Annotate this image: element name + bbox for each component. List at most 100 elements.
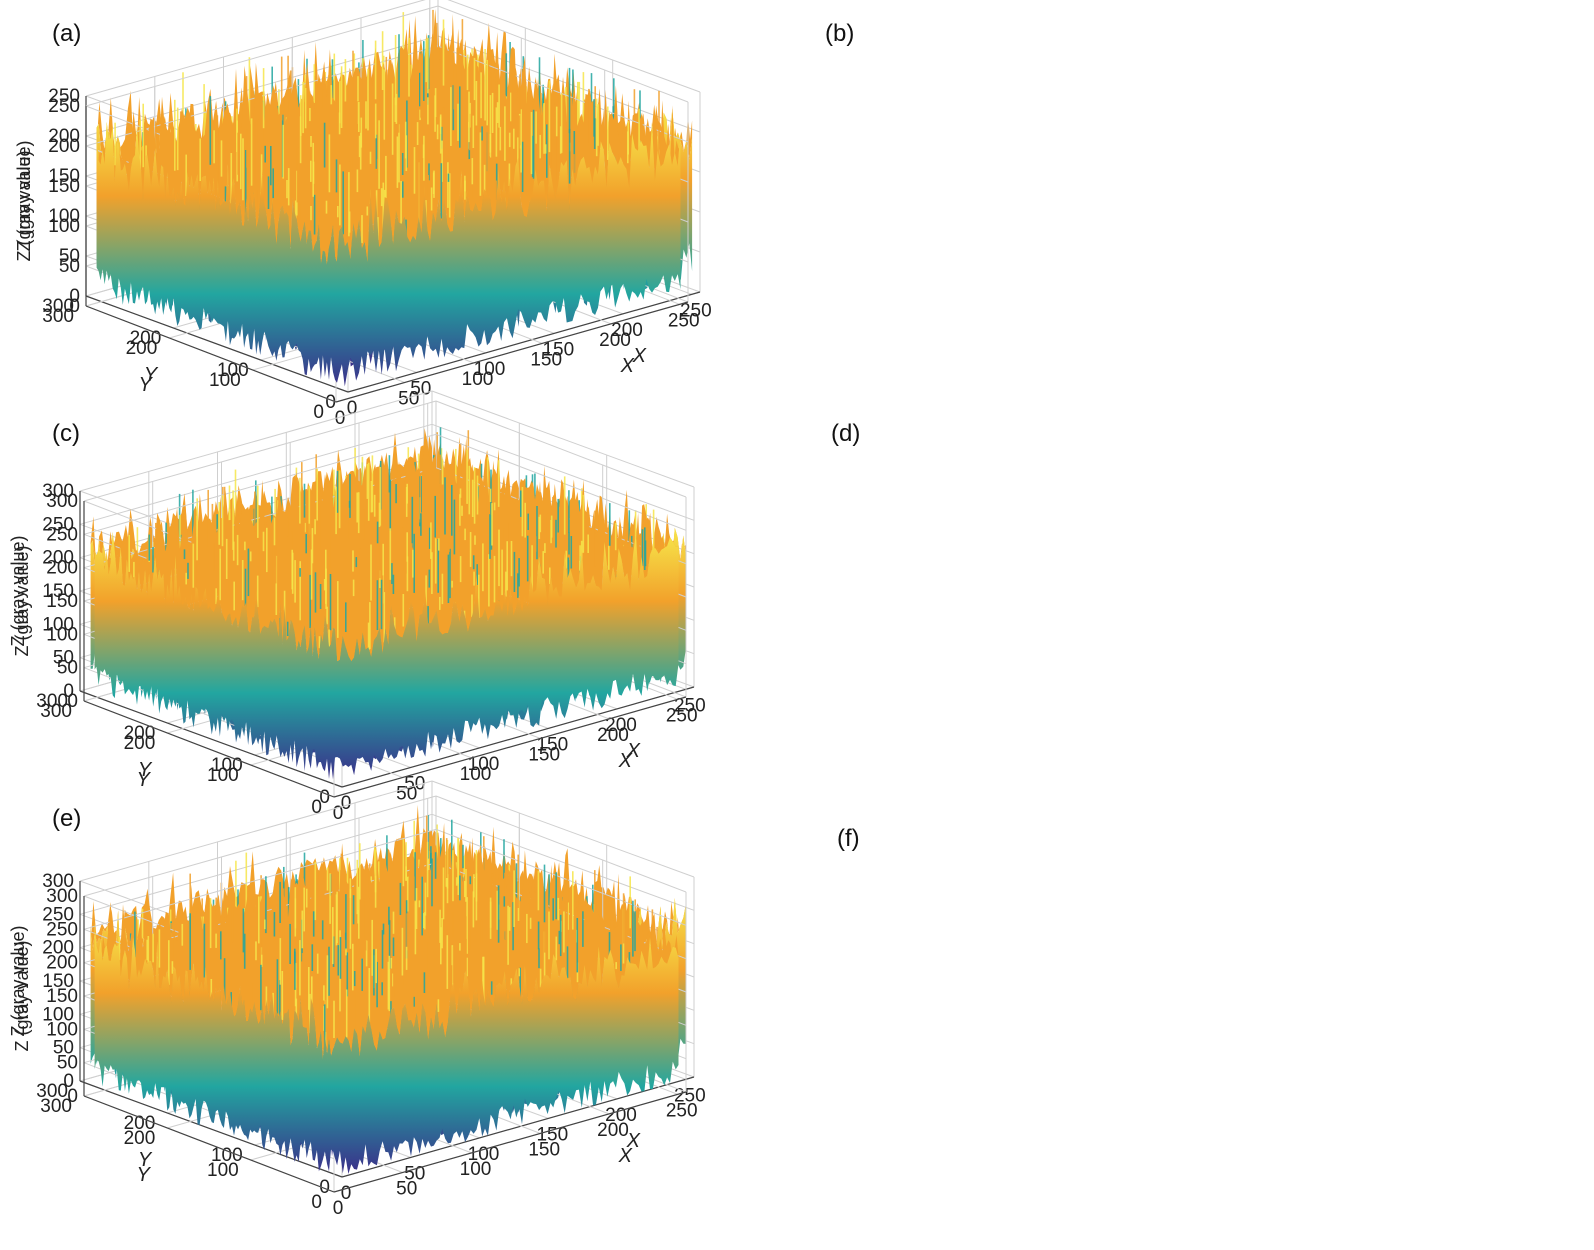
- x-tick-label: 200: [605, 1105, 637, 1126]
- wall-gridline: [431, 390, 695, 488]
- x-tick-label: 150: [536, 734, 568, 755]
- z-tick-label: 150: [48, 176, 80, 197]
- y-tick-label: 300: [42, 296, 74, 317]
- tick-labels: 0501001502002500100200300050100150200250…: [40, 491, 697, 824]
- x-tick-label: 250: [666, 705, 698, 726]
- surface-front: [96, 122, 681, 387]
- surface-plot: 0501001502002500100200300050100150200250…: [12, 400, 698, 824]
- y-axis-line: [79, 1080, 343, 1178]
- wall-gridline: [85, 0, 426, 97]
- panel-label: (c): [52, 420, 80, 447]
- y-tick-label: 200: [126, 338, 158, 359]
- z-tick-label: 150: [46, 986, 78, 1007]
- x-axis-label: X: [632, 345, 647, 367]
- z-tick-label: 200: [46, 558, 78, 579]
- wall-gridline: [435, 400, 687, 498]
- wall-gridline: [79, 780, 433, 882]
- x-axis-line: [341, 686, 695, 788]
- z-tick-label: 200: [48, 136, 80, 157]
- x-axis-line: [333, 696, 687, 798]
- y-tick-label: 200: [130, 328, 162, 349]
- y-tick-label: 300: [36, 691, 68, 712]
- wall-gridline: [431, 423, 695, 521]
- x-tick-label: 50: [404, 1164, 425, 1185]
- z-axis-label: Z (gray value): [8, 535, 28, 646]
- wall-gridline: [85, 5, 439, 107]
- y-axis-label: Y: [144, 364, 159, 386]
- y-tick-label: 100: [211, 755, 243, 776]
- wall-gridline: [437, 5, 689, 103]
- z-tick-label: 50: [59, 256, 80, 277]
- y-tick-label: 300: [40, 701, 72, 722]
- y-axis-line: [79, 690, 343, 788]
- y-axis-label: Y: [139, 374, 154, 396]
- x-tick-label: 0: [335, 408, 346, 429]
- wall-gridline: [435, 795, 687, 893]
- y-tick-label: 0: [319, 1177, 330, 1198]
- z-tick-label: 250: [46, 524, 78, 545]
- z-tick-label: 100: [42, 1004, 74, 1025]
- x-tick-label: 100: [468, 1144, 500, 1165]
- surface: [94, 815, 679, 1174]
- panel-label: (f): [837, 825, 860, 852]
- z-axis-label: Z (gray value): [14, 140, 34, 251]
- x-tick-label: 100: [474, 359, 506, 380]
- y-tick-label: 300: [42, 306, 74, 327]
- x-tick-label: 0: [347, 398, 358, 419]
- x-axis-line: [341, 1076, 695, 1178]
- x-tick-label: 150: [530, 349, 562, 370]
- y-tick-label: 0: [319, 787, 330, 808]
- wall-gridline: [83, 433, 437, 535]
- surface-front: [94, 922, 679, 1174]
- z-tick-label: 150: [48, 166, 80, 187]
- axes: [83, 501, 687, 798]
- z-tick-label: 300: [46, 886, 78, 907]
- y-axis-label: Y: [138, 1149, 153, 1171]
- y-axis-line: [85, 295, 349, 393]
- surface-plot: 0501001502002500100200300050100150200250…: [12, 795, 698, 1219]
- z-tick-label: 300: [42, 481, 74, 502]
- surface-front: [94, 532, 679, 780]
- wall-gridline: [435, 828, 687, 926]
- wall-gridline: [79, 423, 433, 525]
- y-tick-label: 0: [311, 797, 322, 818]
- z-tick-label: 150: [46, 591, 78, 612]
- y-axis-line: [83, 1095, 335, 1193]
- x-tick-label: 0: [333, 803, 344, 824]
- surface-top: [96, 15, 681, 266]
- y-axis-line: [83, 700, 335, 798]
- wall-gridline: [431, 780, 695, 878]
- y-axis-label: Y: [138, 759, 153, 781]
- z-tick-label: 250: [48, 86, 80, 107]
- z-tick-label: 50: [53, 648, 74, 669]
- x-tick-label: 100: [468, 754, 500, 775]
- panel-b: (b) 0 50 100 150 200 250 0 100 200 300 0 50 100 150 20…: [14, 0, 1594, 429]
- x-tick-label: 100: [462, 369, 494, 390]
- z-tick-label: 100: [46, 1019, 78, 1040]
- y-tick-label: 0: [325, 392, 336, 413]
- x-axis-label: X: [626, 1130, 641, 1152]
- x-axis-line: [333, 1091, 687, 1193]
- y-tick-label: 100: [207, 765, 239, 786]
- y-tick-label: 100: [207, 1160, 239, 1181]
- panel-label: (b): [825, 20, 855, 47]
- tick-labels: 0501001502002500100200300050100150200250…: [36, 481, 705, 814]
- x-tick-label: 50: [398, 389, 419, 410]
- surface-plot: 0501001502002500100200300050100150200250…: [14, 5, 700, 429]
- x-tick-label: 250: [674, 695, 706, 716]
- z-tick-label: 300: [42, 871, 74, 892]
- x-tick-label: 250: [668, 310, 700, 331]
- z-tick-label: 0: [69, 296, 80, 317]
- x-tick-label: 200: [605, 715, 637, 736]
- z-tick-label: 250: [48, 96, 80, 117]
- y-tick-label: 200: [124, 723, 156, 744]
- z-tick-label: 50: [53, 1038, 74, 1059]
- z-tick-label: 0: [67, 691, 78, 712]
- z-tick-label: 0: [69, 286, 80, 307]
- x-tick-label: 150: [536, 1124, 568, 1145]
- z-tick-label: 50: [59, 246, 80, 267]
- surface-top: [94, 822, 679, 1061]
- y-axis-label: Y: [137, 1164, 152, 1186]
